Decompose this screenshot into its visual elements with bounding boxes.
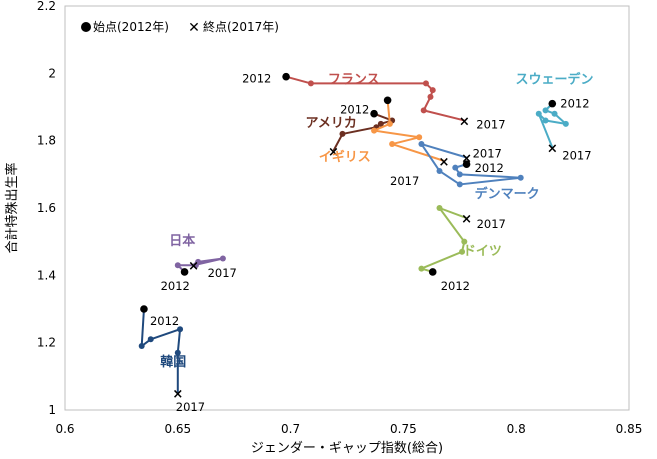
data-point [195, 258, 202, 265]
end-year-label: 2017 [562, 148, 591, 162]
data-point [377, 120, 384, 127]
data-point [389, 141, 396, 148]
x-tick-label: 0.65 [164, 422, 191, 436]
y-axis-title: 合計特殊出生率 [4, 162, 20, 253]
start-point [383, 96, 392, 105]
data-point [436, 205, 443, 211]
data-point [461, 238, 468, 245]
start-point [462, 160, 471, 169]
end-year-label: 2017 [390, 174, 419, 188]
y-tick-label: 1.4 [37, 268, 56, 282]
x-tick-label: 0.75 [390, 422, 417, 436]
end-year-label: 2017 [208, 266, 237, 280]
data-point [339, 130, 346, 137]
data-point [562, 120, 569, 127]
start-point [370, 109, 378, 118]
data-point [174, 262, 181, 269]
legend-start-label: 始点(2012年) [93, 20, 169, 34]
series-name: 日本 [169, 233, 195, 249]
data-point [174, 349, 181, 356]
series-name: アメリカ [306, 116, 357, 131]
start-year-label: 2012 [560, 97, 589, 111]
x-tick-label: 0.7 [281, 422, 300, 436]
data-point [177, 326, 184, 333]
start-point [282, 72, 290, 81]
end-point: × [461, 212, 472, 227]
series-name: イギリス [319, 149, 371, 165]
end-point: × [328, 145, 339, 160]
data-point [517, 174, 524, 181]
x-tick-label: 0.6 [55, 422, 74, 436]
data-point [147, 336, 154, 343]
data-point [456, 171, 463, 178]
data-point [436, 167, 443, 174]
start-point [180, 268, 189, 276]
plot-area [64, 5, 630, 411]
legend-end-label: 終点(2017年) [203, 19, 279, 34]
x-tick-label: 0.8 [507, 422, 526, 436]
y-tick-label: 1.8 [37, 134, 56, 148]
start-year-label: 2012 [441, 279, 470, 293]
data-point [459, 248, 466, 255]
data-point [452, 164, 459, 171]
data-point [138, 343, 145, 350]
data-point [386, 120, 393, 127]
end-point: × [188, 259, 199, 274]
legend: 始点(2012年) ✕ 終点(2017年) [81, 19, 279, 36]
start-year-label: 2012 [161, 279, 190, 293]
end-point: × [547, 141, 558, 156]
data-point [219, 255, 226, 262]
series-line [140, 308, 182, 394]
end-point: × [172, 387, 183, 402]
data-point [307, 80, 314, 87]
end-point: × [461, 152, 472, 167]
legend-end-marker: ✕ [188, 20, 200, 36]
start-year-label: 2012 [242, 72, 271, 86]
series-name: スウェーデン [516, 71, 594, 87]
series-name: 韓国 [160, 354, 186, 370]
series-name: デンマーク [475, 186, 540, 202]
y-tick-label: 2.2 [37, 0, 56, 13]
y-tick-label: 1.6 [37, 201, 56, 215]
start-year-label: 2012 [475, 161, 504, 175]
data-point [418, 141, 425, 148]
y-tick-label: 1.2 [37, 336, 56, 350]
start-year-label: 2012 [150, 314, 179, 328]
start-point [140, 305, 148, 313]
x-axis-title: ジェンダー・ギャップ指数(総合) [251, 441, 443, 456]
series-name: ドイツ [463, 244, 502, 259]
data-point [371, 127, 378, 134]
data-point [535, 110, 542, 117]
y-tick-label: 2 [48, 66, 56, 80]
legend-start-marker [81, 22, 91, 32]
data-point [429, 87, 436, 94]
start-point [548, 99, 557, 108]
data-point [427, 93, 434, 100]
end-year-label: 2017 [473, 147, 502, 161]
end-point: × [459, 114, 470, 129]
data-point [542, 107, 549, 114]
end-year-label: 2017 [477, 217, 506, 231]
end-point: × [439, 155, 450, 170]
end-year-label: 2017 [176, 400, 205, 414]
series-name: フランス [328, 72, 380, 87]
data-point [420, 107, 427, 114]
y-tick-label: 1 [48, 403, 56, 417]
start-point [428, 268, 437, 276]
data-point [551, 110, 558, 117]
end-year-label: 2017 [476, 117, 505, 131]
start-year-label: 2012 [340, 103, 369, 117]
data-point [542, 117, 549, 124]
series-line [373, 100, 445, 162]
data-point [418, 265, 425, 272]
data-point [416, 134, 423, 141]
x-tick-label: 0.85 [616, 422, 643, 436]
data-point [456, 181, 463, 188]
data-point [422, 80, 429, 87]
